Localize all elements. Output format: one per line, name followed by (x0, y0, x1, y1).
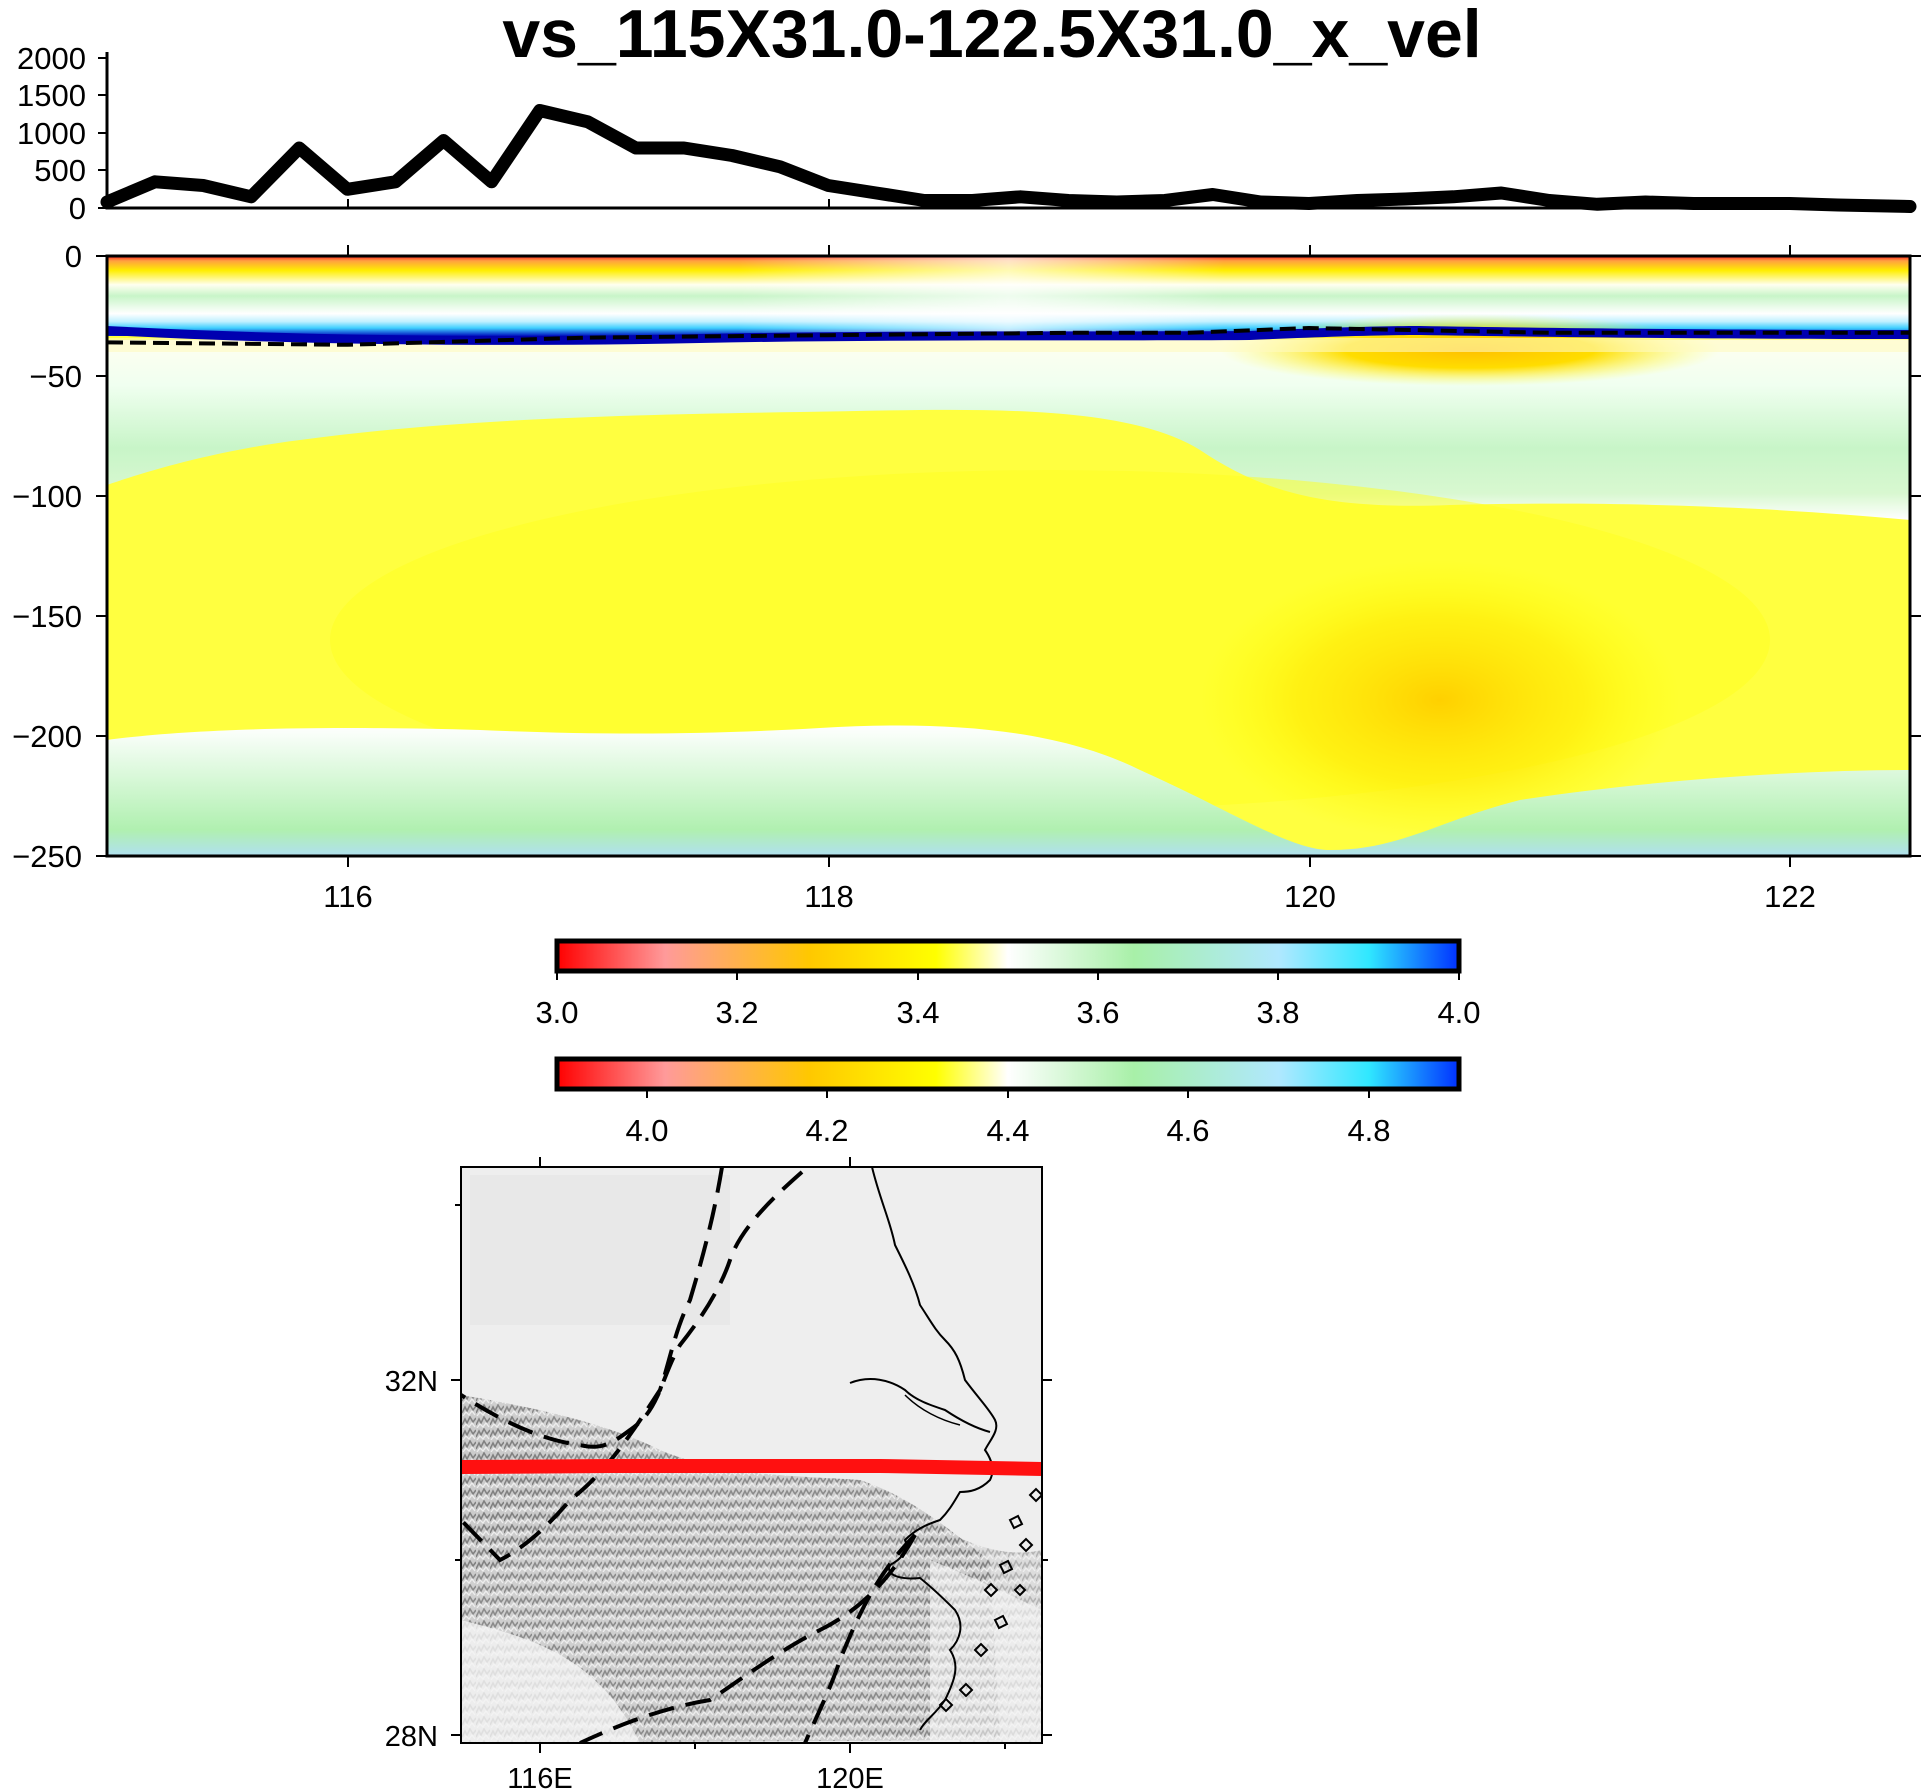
map-lon-label-120e: 120E (816, 1763, 884, 1792)
section-frame (105, 254, 1912, 858)
elevation-panel: 2000 1500 1000 500 0 (17, 41, 1917, 226)
depth-label-0: 0 (65, 239, 82, 274)
colorbar-mantle-bar (554, 1056, 1462, 1092)
colorbar-crust-tick-0: 3.0 (535, 995, 578, 1030)
section-y-ticks (96, 255, 1921, 857)
bottom-green-layer (107, 725, 1910, 856)
colorbar-mantle-tick-0: 4.0 (625, 1113, 668, 1148)
colorbar-mantle: 4.0 4.2 4.4 4.6 4.8 (554, 1056, 1462, 1148)
colorbar-mantle-tick-1: 4.2 (805, 1113, 848, 1148)
velocity-section: 0 −50 −100 −150 −200 −250 116 118 120 12… (12, 239, 1921, 914)
colorbar-crust-tick-2: 3.4 (896, 995, 939, 1030)
colorbar-crust-tick-4: 3.8 (1256, 995, 1299, 1030)
colorbar-crust-tick-5: 4.0 (1437, 995, 1480, 1030)
elevation-profile-line (100, 104, 1917, 213)
elevation-y-label-500: 500 (34, 153, 86, 188)
map-lat-label-28n: 28N (385, 1721, 438, 1753)
elevation-y-label-1500: 1500 (17, 78, 86, 113)
elevation-y-label-1000: 1000 (17, 116, 86, 151)
section-x-ticks (347, 245, 1791, 867)
depth-label-150: −150 (12, 599, 82, 634)
lon-label-122: 122 (1764, 879, 1816, 914)
coastline (871, 1167, 998, 1731)
colorbar-mantle-tick-3: 4.6 (1166, 1113, 1209, 1148)
lon-label-116: 116 (323, 879, 372, 914)
colorbar-mantle-tick-2: 4.4 (986, 1113, 1029, 1148)
yangtze-river (849, 1378, 991, 1433)
map-ticks (451, 1157, 1052, 1753)
location-map: 32N 28N 116E 120E (385, 1157, 1052, 1792)
elevation-y-label-2000: 2000 (17, 41, 86, 76)
lon-label-120: 120 (1284, 879, 1336, 914)
velocity-field (107, 256, 1910, 856)
elevation-y-label-0: 0 (69, 191, 86, 226)
colorbar-crust-bar (554, 938, 1462, 974)
map-frame (460, 1166, 1043, 1744)
colorbar-mantle-tick-4: 4.8 (1347, 1113, 1390, 1148)
depth-label-100: −100 (12, 479, 82, 514)
chart-title: vs_115X31.0-122.5X31.0_x_vel (502, 0, 1481, 72)
moho-dashed-line (106, 325, 1910, 347)
tectonic-boundaries (461, 1167, 917, 1743)
profile-line (461, 1458, 1042, 1476)
colorbar-crust: 3.0 3.2 3.4 3.6 3.8 4.0 (535, 938, 1481, 1030)
lon-label-118: 118 (804, 879, 853, 914)
depth-label-50: −50 (29, 359, 82, 394)
map-lon-label-116e: 116E (507, 1763, 573, 1792)
map-lat-label-32n: 32N (385, 1366, 438, 1398)
colorbar-crust-tick-1: 3.2 (715, 995, 758, 1030)
colorbar-crust-tick-3: 3.6 (1076, 995, 1119, 1030)
depth-label-250: −250 (12, 839, 82, 874)
map-relief (461, 1167, 1042, 1743)
islands (938, 1487, 1042, 1713)
southern-hills (461, 1395, 1000, 1743)
depth-label-200: −200 (12, 719, 82, 754)
elevation-y-ticks (98, 57, 107, 209)
